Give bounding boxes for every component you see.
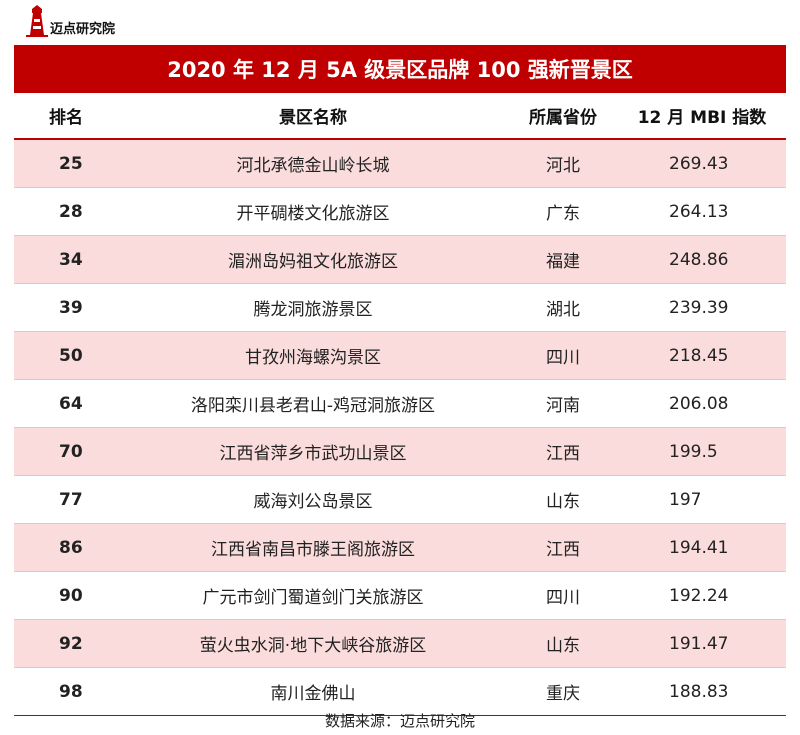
mbi-cell: 192.24	[618, 571, 786, 620]
column-header-rank: 排名	[14, 93, 118, 140]
province-cell: 四川	[508, 571, 618, 620]
province-cell: 山东	[508, 475, 618, 524]
province-cell: 河南	[508, 379, 618, 428]
rank-cell: 98	[14, 667, 118, 716]
scenic-name-cell: 萤火虫水洞·地下大峡谷旅游区	[118, 619, 508, 668]
province-cell: 江西	[508, 523, 618, 572]
rank-cell: 39	[14, 283, 118, 332]
rank-cell: 70	[14, 427, 118, 476]
province-cell: 广东	[508, 187, 618, 236]
rank-cell: 28	[14, 187, 118, 236]
scenic-name-cell: 江西省南昌市滕王阁旅游区	[118, 523, 508, 572]
mbi-cell: 191.47	[618, 619, 786, 668]
table-row: 70 江西省萍乡市武功山景区 江西 199.5	[14, 427, 786, 476]
table-row: 86 江西省南昌市滕王阁旅游区 江西 194.41	[14, 523, 786, 572]
mbi-cell: 197	[618, 475, 786, 524]
mbi-cell: 269.43	[618, 139, 786, 188]
table-row: 28 开平碉楼文化旅游区 广东 264.13	[14, 187, 786, 236]
table-row: 64 洛阳栾川县老君山-鸡冠洞旅游区 河南 206.08	[14, 379, 786, 428]
scenic-name-cell: 河北承德金山岭长城	[118, 139, 508, 188]
mbi-cell: 248.86	[618, 235, 786, 284]
column-header-province: 所属省份	[508, 93, 618, 140]
mbi-cell: 239.39	[618, 283, 786, 332]
table-row: 77 威海刘公岛景区 山东 197	[14, 475, 786, 524]
scenic-name-cell: 开平碉楼文化旅游区	[118, 187, 508, 236]
rank-cell: 90	[14, 571, 118, 620]
mbi-cell: 264.13	[618, 187, 786, 236]
table-row: 39 腾龙洞旅游景区 湖北 239.39	[14, 283, 786, 332]
table-header-row: 排名 景区名称 所属省份 12 月 MBI 指数	[14, 93, 786, 140]
mbi-cell: 194.41	[618, 523, 786, 572]
scenic-name-cell: 腾龙洞旅游景区	[118, 283, 508, 332]
column-header-mbi: 12 月 MBI 指数	[618, 93, 786, 140]
province-cell: 河北	[508, 139, 618, 188]
data-source-note: 数据来源：迈点研究院	[324, 712, 475, 730]
mbi-cell: 218.45	[618, 331, 786, 380]
rank-cell: 92	[14, 619, 118, 668]
scenic-name-cell: 甘孜州海螺沟景区	[118, 331, 508, 380]
province-cell: 山东	[508, 619, 618, 668]
rank-cell: 86	[14, 523, 118, 572]
rank-cell: 77	[14, 475, 118, 524]
column-header-name: 景区名称	[118, 93, 508, 140]
rank-cell: 50	[14, 331, 118, 380]
lighthouse-icon	[26, 5, 48, 37]
province-cell: 福建	[508, 235, 618, 284]
table-row: 34 湄洲岛妈祖文化旅游区 福建 248.86	[14, 235, 786, 284]
rank-cell: 25	[14, 139, 118, 188]
brand-name: 迈点研究院	[50, 21, 116, 37]
table-row: 92 萤火虫水洞·地下大峡谷旅游区 山东 191.47	[14, 619, 786, 668]
mbi-cell: 199.5	[618, 427, 786, 476]
table-body: 25 河北承德金山岭长城 河北 269.43 28 开平碉楼文化旅游区 广东 264.13 34…	[14, 139, 786, 716]
province-cell: 湖北	[508, 283, 618, 332]
scenic-name-cell: 江西省萍乡市武功山景区	[118, 427, 508, 476]
rank-cell: 64	[14, 379, 118, 428]
scenic-name-cell: 南川金佛山	[118, 667, 508, 716]
table-row: 25 河北承德金山岭长城 河北 269.43	[14, 139, 786, 188]
scenic-name-cell: 湄洲岛妈祖文化旅游区	[118, 235, 508, 284]
scenic-name-cell: 威海刘公岛景区	[118, 475, 508, 524]
scenic-name-cell: 洛阳栾川县老君山-鸡冠洞旅游区	[118, 379, 508, 428]
province-cell: 江西	[508, 427, 618, 476]
rank-cell: 34	[14, 235, 118, 284]
table-row: 90 广元市剑门蜀道剑门关旅游区 四川 192.24	[14, 571, 786, 620]
mbi-cell: 188.83	[618, 667, 786, 716]
brand-logo: 迈点研究院	[26, 4, 115, 38]
table-title: 2020 年 12 月 5A 级景区品牌 100 强新晋景区	[14, 45, 786, 93]
ranking-table: 排名 景区名称 所属省份 12 月 MBI 指数 25 河北承德金山岭长城 河北 26…	[14, 93, 786, 716]
scenic-name-cell: 广元市剑门蜀道剑门关旅游区	[118, 571, 508, 620]
table-row: 50 甘孜州海螺沟景区 四川 218.45	[14, 331, 786, 380]
province-cell: 四川	[508, 331, 618, 380]
province-cell: 重庆	[508, 667, 618, 716]
table-row: 98 南川金佛山 重庆 188.83	[14, 667, 786, 716]
mbi-cell: 206.08	[618, 379, 786, 428]
